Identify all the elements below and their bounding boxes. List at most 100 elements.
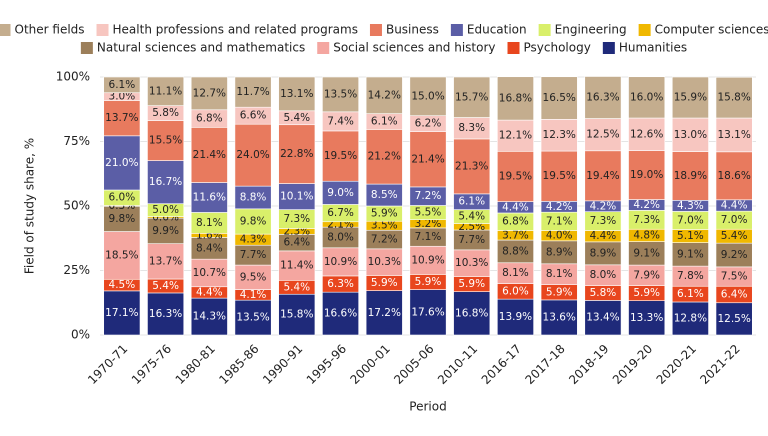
x-tick-label: 2010-11 — [435, 342, 480, 387]
value-label: 13.6% — [543, 311, 576, 323]
value-label: 7.3% — [590, 215, 617, 227]
x-tick-label: 2019-20 — [610, 342, 655, 387]
bar-segment — [628, 150, 666, 200]
bar-segment — [322, 247, 359, 277]
x-axis-label: Period — [409, 400, 446, 414]
bar-segment — [715, 76, 753, 119]
value-label: 17.6% — [411, 306, 444, 318]
value-label: 15.8% — [280, 309, 313, 321]
bar-segment — [715, 302, 753, 336]
bar-segment — [103, 290, 141, 336]
value-label: 5.9% — [371, 208, 398, 220]
y-tick-label: 50% — [63, 199, 90, 213]
legend-swatch — [638, 24, 651, 36]
bar-segment — [234, 76, 272, 108]
bar-segment — [322, 76, 359, 113]
value-label: 21.4% — [193, 149, 226, 161]
bar-segment — [409, 131, 447, 188]
value-label: 14.2% — [368, 89, 401, 101]
value-label: 7.7% — [458, 234, 485, 246]
value-label: 5.4% — [283, 281, 310, 293]
value-label: 21.4% — [411, 153, 444, 165]
value-label: 4.3% — [677, 200, 704, 212]
value-label: 6.1% — [677, 288, 704, 300]
value-label: 9.0% — [327, 187, 354, 199]
value-label: 4.1% — [240, 289, 267, 301]
value-label: 5.4% — [721, 230, 748, 242]
value-label: 8.8% — [240, 191, 267, 203]
bar-segment — [365, 290, 403, 336]
value-label: 4.4% — [502, 201, 529, 213]
legend-label: Education — [467, 23, 527, 37]
legend-label: Computer sciences — [655, 23, 768, 37]
value-label: 21.2% — [368, 151, 401, 163]
value-label: 21.0% — [105, 157, 138, 169]
value-label: 10.1% — [280, 191, 313, 203]
x-tick-label: 1995-96 — [304, 342, 349, 387]
value-label: 6.1% — [371, 116, 398, 128]
value-label: 5.9% — [371, 277, 398, 289]
value-label: 9.2% — [721, 249, 748, 261]
value-label: 13.3% — [630, 312, 663, 324]
value-label: 13.7% — [149, 255, 182, 267]
legend-swatch — [80, 42, 93, 54]
bar-segment — [147, 120, 185, 161]
value-label: 5.9% — [633, 287, 660, 299]
value-label: 19.5% — [499, 170, 532, 182]
bar-segment — [365, 248, 403, 276]
value-label: 7.1% — [415, 231, 442, 243]
value-label: 15.9% — [674, 92, 707, 104]
bar-segment — [628, 117, 666, 151]
value-label: 9.5% — [240, 271, 267, 283]
value-label: 6.8% — [196, 113, 223, 125]
value-label: 12.5% — [717, 313, 750, 325]
x-tick-label: 1970-71 — [85, 342, 130, 387]
x-tick-label: 2000-01 — [348, 342, 393, 387]
bar-segment — [497, 298, 534, 336]
value-label: 9.8% — [240, 215, 267, 227]
value-label: 7.4% — [327, 115, 354, 127]
bar-segment — [278, 124, 316, 184]
bar-segment — [234, 123, 272, 187]
bar-segment — [628, 76, 666, 119]
bar-segment — [409, 245, 447, 275]
value-label: 15.8% — [717, 92, 750, 104]
bar-segment — [147, 76, 185, 106]
value-label: 8.1% — [502, 267, 529, 279]
bar-segment — [715, 117, 753, 153]
value-label: 7.3% — [633, 214, 660, 226]
bar-segment — [453, 138, 491, 195]
value-label: 13.0% — [674, 129, 707, 141]
value-label: 7.3% — [283, 213, 310, 225]
value-label: 5.1% — [677, 230, 704, 242]
value-label: 8.9% — [590, 247, 617, 259]
value-label: 6.4% — [721, 288, 748, 300]
value-label: 16.0% — [630, 91, 663, 103]
bar-segment — [540, 76, 578, 120]
value-label: 6.0% — [502, 285, 529, 297]
bar-segment — [147, 217, 185, 244]
value-label: 18.5% — [105, 249, 138, 261]
value-label: 10.7% — [193, 267, 226, 279]
value-label: 13.4% — [586, 312, 619, 324]
value-label: 8.9% — [546, 246, 573, 258]
value-label: 10.9% — [411, 254, 444, 266]
value-label: 4.2% — [590, 200, 617, 212]
bar-segment — [147, 160, 185, 204]
value-label: 13.1% — [717, 129, 750, 141]
bar-segment — [103, 205, 141, 232]
x-tick-label: 2017-18 — [522, 342, 567, 387]
bar-segment — [190, 297, 228, 336]
value-label: 5.0% — [152, 204, 179, 216]
x-tick-label: 1990-91 — [260, 342, 305, 387]
value-label: 13.7% — [105, 112, 138, 124]
bar-segment — [540, 299, 578, 336]
bar-segment — [671, 301, 709, 336]
legend-swatch — [450, 24, 463, 36]
value-label: 5.8% — [152, 107, 179, 119]
bar-segment — [103, 231, 141, 280]
bar-segment — [409, 76, 447, 117]
bar-segment — [584, 118, 622, 152]
value-label: 17.2% — [368, 307, 401, 319]
